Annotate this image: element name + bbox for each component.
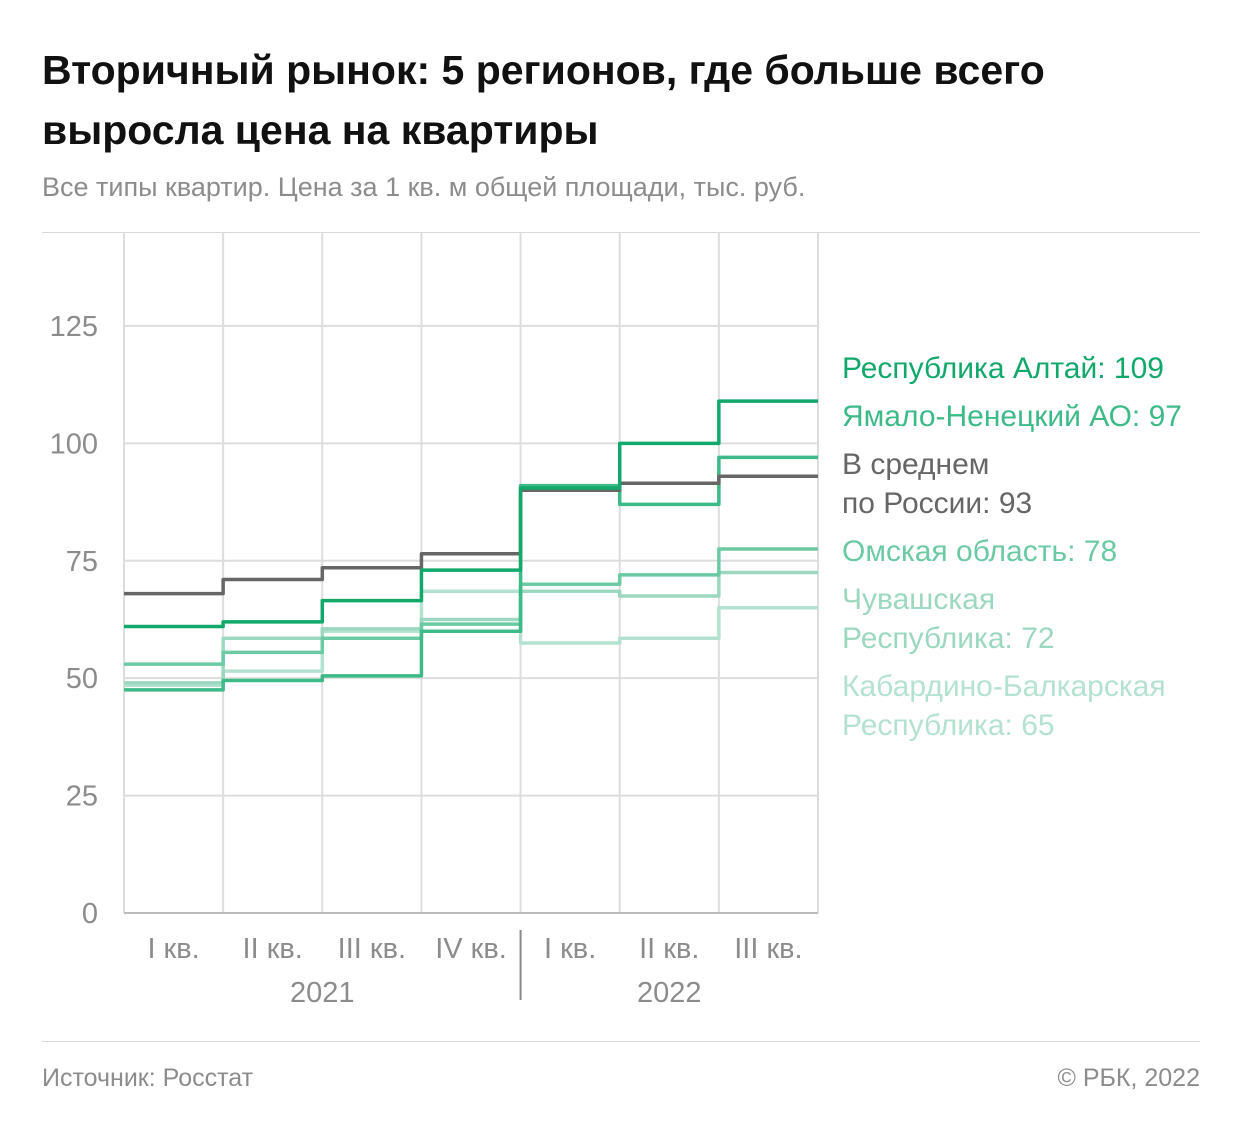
legend-label-4-0: В среднем <box>842 448 989 481</box>
legend-label-0-1: Республика: 65 <box>842 709 1055 742</box>
x-tick-3: IV кв. <box>435 933 507 965</box>
series-line-5 <box>124 399 818 629</box>
x-tick-5: II кв. <box>639 933 699 965</box>
series-line-3 <box>124 455 818 692</box>
year-label-1: 2022 <box>637 977 702 1009</box>
year-label-0: 2021 <box>290 977 355 1009</box>
y-tick-0: 0 <box>82 898 98 930</box>
source-note: Источник: Росстат <box>42 1064 254 1092</box>
x-tick-2: III кв. <box>338 933 406 965</box>
legend-label-2-0: Омская область: 78 <box>842 535 1117 568</box>
grid <box>123 232 819 914</box>
y-tick-75: 75 <box>66 546 98 578</box>
bottom-divider <box>42 1041 1200 1042</box>
series-line-0 <box>124 589 818 687</box>
chart-title: Вторичный рынок: 5 регионов, где больше … <box>42 47 1045 153</box>
legend-label-3-0: Ямало-Ненецкий АО: 97 <box>842 400 1182 433</box>
series-line-4 <box>124 474 818 596</box>
x-tick-4: I кв. <box>544 933 596 965</box>
y-tick-50: 50 <box>66 663 98 695</box>
x-tick-labels: I кв. II кв. III кв. IV кв. I кв. II кв. III к… <box>147 930 803 1009</box>
x-tick-1: II кв. <box>243 933 303 965</box>
legend-label-4-1: по России: 93 <box>842 487 1032 520</box>
legend-label-1-0: Чувашская <box>842 583 995 616</box>
y-tick-100: 100 <box>50 428 98 460</box>
y-tick-125: 125 <box>50 311 98 343</box>
legend-label-1-1: Республика: 72 <box>842 622 1055 655</box>
chart-subtitle: Все типы квартир. Цена за 1 кв. м общей … <box>42 172 806 202</box>
series-line-1 <box>124 570 818 685</box>
series-lines <box>124 399 818 692</box>
x-tick-0: I кв. <box>147 933 199 965</box>
y-tick-25: 25 <box>66 781 98 813</box>
y-tick-labels: 0 25 50 75 100 125 <box>50 311 98 930</box>
copyright-note: © РБК, 2022 <box>1057 1064 1200 1092</box>
top-divider <box>42 232 1200 233</box>
series-line-2 <box>124 547 818 666</box>
legend-label-5-0: Республика Алтай: 109 <box>842 352 1164 385</box>
legend: Республика Алтай: 109 Ямало-Ненецкий АО: … <box>842 352 1182 742</box>
legend-label-0-0: Кабардино-Балкарская <box>842 670 1166 703</box>
x-tick-6: III кв. <box>734 933 802 965</box>
